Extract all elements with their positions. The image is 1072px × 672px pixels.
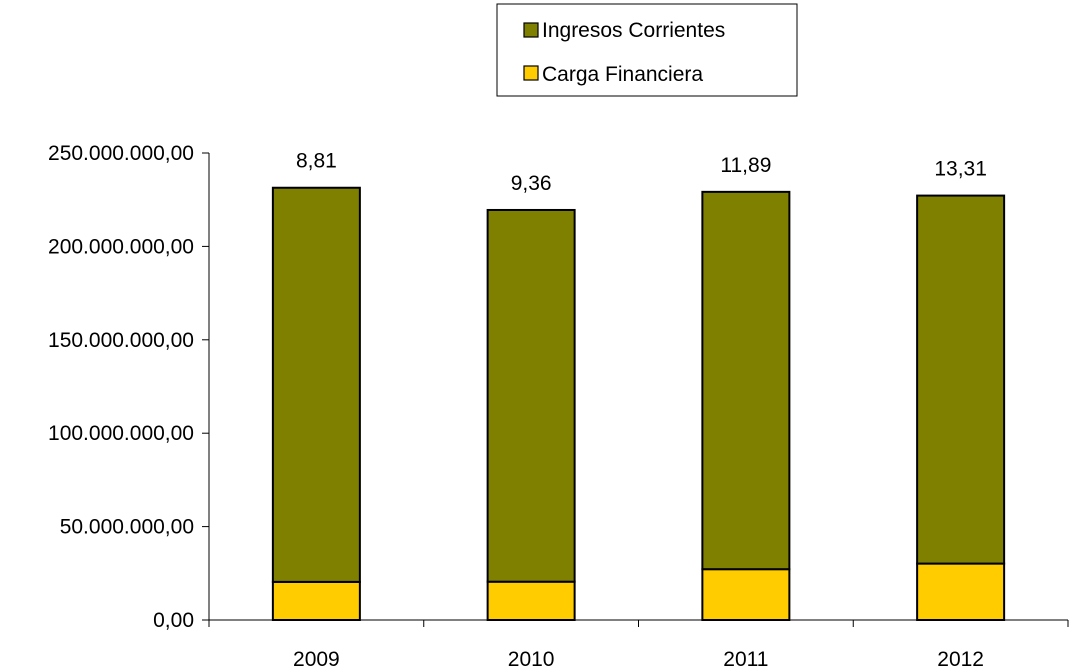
bar-ingresos-corrientes xyxy=(701,190,791,571)
chart-axes: 0,00 50.000.000,00 100.000.000,00 150.000.0… xyxy=(48,142,1069,671)
legend-label-carga-financiera: Carga Financiera xyxy=(542,63,703,86)
bar-ingresos-corrientes xyxy=(916,194,1006,565)
y-tick-label: 50.000.000,00 xyxy=(60,516,194,539)
legend-box xyxy=(496,3,798,97)
legend-label-ingresos-corrientes: Ingresos Corrientes xyxy=(542,19,725,42)
y-tick-label: 200.000.000,00 xyxy=(48,235,194,258)
legend-swatch-ingresos-corrientes xyxy=(523,22,539,38)
bar-carga-financiera xyxy=(486,580,576,621)
y-tick-label: 0,00 xyxy=(153,609,194,632)
y-tick-label: 250.000.000,00 xyxy=(48,142,194,165)
y-tick-label: 100.000.000,00 xyxy=(48,422,194,445)
bar-ingresos-corrientes xyxy=(486,208,576,583)
data-label: 13,31 xyxy=(934,158,987,181)
data-label: 8,81 xyxy=(296,150,337,173)
chart-data-labels: 8,81 9,36 11,89 13,31 xyxy=(296,150,987,195)
y-tick-label: 150.000.000,00 xyxy=(48,329,194,352)
bar-carga-financiera xyxy=(701,568,791,622)
bar-ingresos-corrientes xyxy=(271,186,361,583)
x-tick-label: 2009 xyxy=(293,648,340,671)
x-tick-label: 2012 xyxy=(937,648,984,671)
data-label: 9,36 xyxy=(511,172,552,195)
data-label: 11,89 xyxy=(720,154,771,177)
bar-carga-financiera xyxy=(271,580,361,622)
legend-swatch-carga-financiera xyxy=(523,65,539,81)
bar-carga-financiera xyxy=(916,562,1006,622)
x-tick-label: 2010 xyxy=(508,648,555,671)
chart-bars xyxy=(271,186,1006,622)
x-tick-label: 2011 xyxy=(723,648,768,671)
chart-legend: Ingresos Corrientes Carga Financiera xyxy=(496,3,798,97)
